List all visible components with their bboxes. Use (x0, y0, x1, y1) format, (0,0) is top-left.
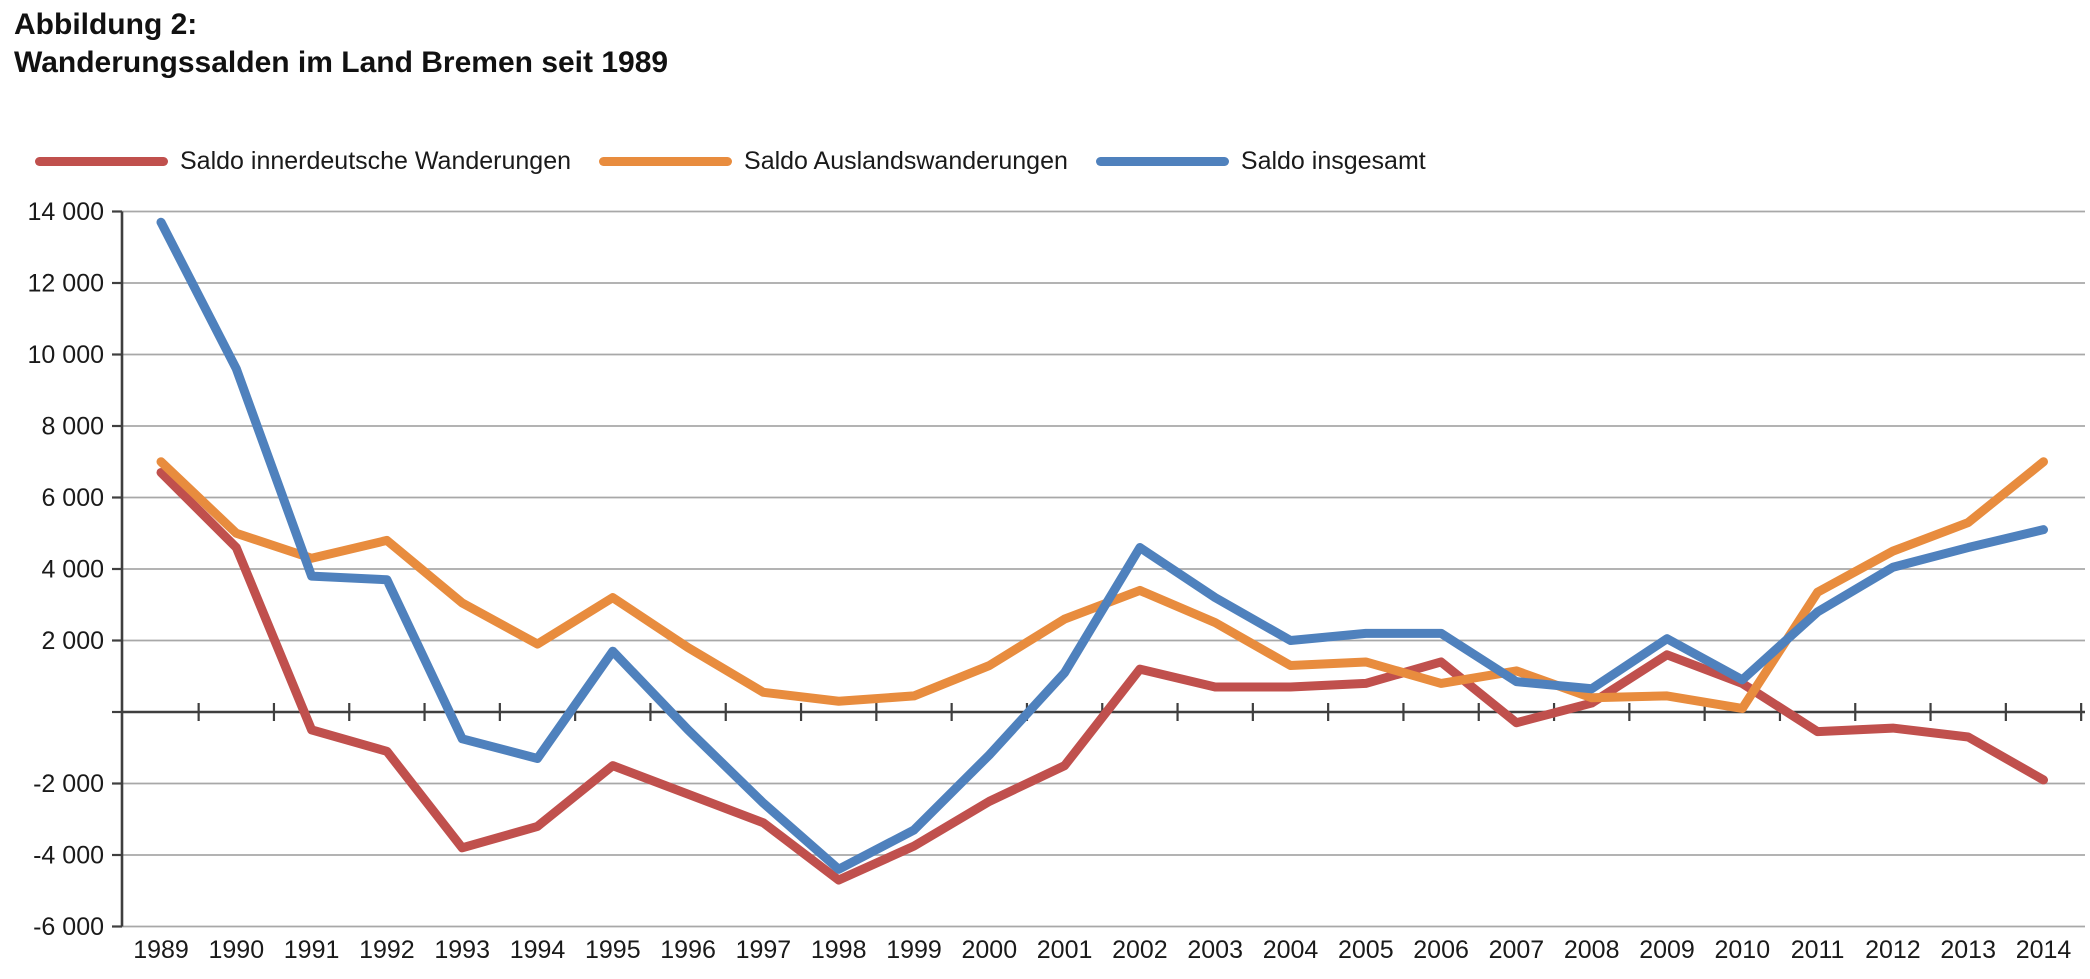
chart-title: Abbildung 2: Wanderungssalden im Land Br… (14, 6, 668, 82)
y-tick-label: 6 000 (41, 484, 104, 512)
x-tick-label: 2008 (1564, 936, 1620, 964)
x-tick-label: 2001 (1037, 936, 1093, 964)
y-tick-label: -4 000 (33, 842, 104, 870)
legend-swatch-orange-icon (599, 157, 733, 166)
x-tick-label: 2012 (1865, 936, 1921, 964)
series-line-saldo-insgesamt (156, 217, 2048, 874)
x-tick-label: 2010 (1714, 936, 1770, 964)
y-tick-label: 8 000 (41, 413, 104, 441)
chart-title-line1: Abbildung 2: (14, 8, 198, 41)
x-tick-label: 1992 (359, 936, 415, 964)
legend-item-ausland: Saldo Auslandswanderungen (599, 147, 1068, 176)
legend-item-innerdeutsche: Saldo innerdeutsche Wanderungen (35, 147, 571, 176)
legend-swatch-blue-icon (1095, 157, 1229, 166)
x-tick-label: 2011 (1791, 936, 1845, 964)
x-tick-label: 1990 (208, 936, 264, 964)
x-tick-label: 2005 (1338, 936, 1394, 964)
chart-title-line2: Wanderungssalden im Land Bremen seit 198… (14, 46, 669, 79)
series-line-saldo-innerdeutsche-wanderungen (156, 467, 2048, 885)
y-tick-label: -6 000 (33, 913, 104, 941)
x-tick-label: 2009 (1639, 936, 1695, 964)
x-tick-label: 2002 (1112, 936, 1168, 964)
y-tick-label: 4 000 (41, 556, 104, 584)
x-tick-label: 2014 (2016, 936, 2072, 964)
x-tick-label: 2004 (1263, 936, 1319, 964)
y-tick-label: 10 000 (28, 341, 104, 369)
x-tick-label: 2003 (1187, 936, 1243, 964)
legend-item-insgesamt: Saldo insgesamt (1095, 147, 1426, 176)
x-tick-label: 2007 (1489, 936, 1545, 964)
x-tick-label: 2013 (1940, 936, 1996, 964)
series-line-saldo-auslandswanderungen (156, 457, 2048, 713)
legend-label: Saldo insgesamt (1240, 147, 1426, 175)
legend-label: Saldo innerdeutsche Wanderungen (180, 147, 572, 175)
x-tick-label: 2000 (961, 936, 1017, 964)
chart-legend: Saldo innerdeutsche Wanderungen Saldo Au… (35, 147, 1440, 176)
x-tick-label: 1995 (585, 936, 641, 964)
x-tick-label: 1998 (811, 936, 867, 964)
legend-swatch-red-icon (35, 157, 168, 166)
x-tick-label: 1996 (660, 936, 716, 964)
x-tick-label: 1999 (886, 936, 942, 964)
legend-label: Saldo Auslandswanderungen (744, 147, 1068, 175)
y-tick-label: 2 000 (41, 627, 104, 655)
x-tick-label: 1997 (736, 936, 792, 964)
x-tick-label: 2006 (1413, 936, 1469, 964)
x-tick-label: 1991 (284, 936, 340, 964)
y-tick-label: 14 000 (28, 198, 104, 226)
x-tick-label: 1994 (510, 936, 566, 964)
x-tick-label: 1993 (434, 936, 490, 964)
x-tick-label: 1989 (133, 936, 189, 964)
y-tick-label: 12 000 (28, 270, 104, 298)
y-tick-label: -2 000 (33, 770, 104, 798)
